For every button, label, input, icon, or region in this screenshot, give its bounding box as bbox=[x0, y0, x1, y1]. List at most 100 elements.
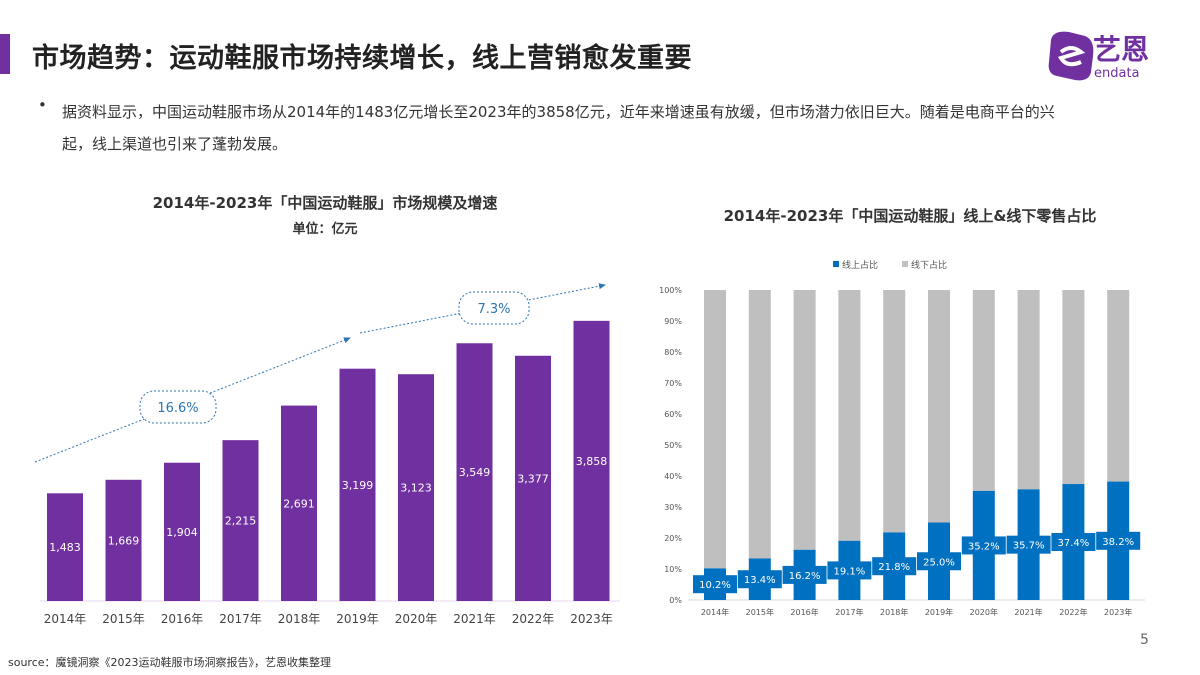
data-label: 38.2% bbox=[1102, 537, 1134, 548]
x-tick-label: 2020年 bbox=[970, 607, 998, 617]
x-tick-label: 2018年 bbox=[880, 607, 908, 617]
growth-rate-label: 7.3% bbox=[477, 302, 510, 317]
data-label: 3,123 bbox=[400, 482, 432, 495]
bar-offline-2021年 bbox=[1017, 290, 1040, 490]
logo-icon bbox=[1048, 31, 1094, 81]
y-tick-label: 80% bbox=[664, 348, 682, 357]
y-tick-label: 60% bbox=[664, 410, 682, 419]
legend-swatch bbox=[833, 261, 839, 267]
bar-offline-2022年 bbox=[1062, 290, 1085, 485]
data-label: 21.8% bbox=[878, 562, 910, 573]
data-label: 19.1% bbox=[834, 566, 866, 577]
x-tick-label: 2020年 bbox=[395, 612, 438, 626]
x-tick-label: 2021年 bbox=[453, 612, 496, 626]
bar-offline-2023年 bbox=[1107, 290, 1130, 482]
data-label-box bbox=[737, 570, 782, 589]
x-tick-label: 2018年 bbox=[278, 612, 321, 626]
data-label: 35.2% bbox=[968, 541, 1000, 552]
data-label-box bbox=[961, 536, 1006, 555]
logo-text: 艺恩 bbox=[1093, 33, 1150, 66]
data-label: 10.2% bbox=[699, 580, 731, 591]
data-label: 3,549 bbox=[459, 466, 491, 479]
title-accent-bar bbox=[0, 34, 10, 74]
logo-subtext: endata bbox=[1094, 66, 1140, 81]
page-title: 市场趋势：运动鞋服市场持续增长，线上营销愈发重要 bbox=[32, 43, 692, 74]
bar-2022年 bbox=[515, 355, 551, 601]
data-label: 3,858 bbox=[576, 455, 608, 468]
bar-offline-2016年 bbox=[793, 290, 816, 550]
bar-2014年 bbox=[47, 493, 83, 601]
data-label-box bbox=[917, 552, 961, 571]
data-label-box bbox=[693, 575, 737, 594]
x-tick-label: 2017年 bbox=[835, 607, 863, 617]
x-tick-label: 2016年 bbox=[790, 607, 818, 617]
bar-2016年 bbox=[164, 462, 200, 601]
legend-label: 线下占比 bbox=[911, 259, 947, 271]
bar-offline-2014年 bbox=[704, 290, 726, 569]
x-tick-label: 2014年 bbox=[701, 607, 729, 617]
bar-2015年 bbox=[105, 479, 142, 601]
bar-2019年 bbox=[339, 368, 376, 601]
data-label: 1,483 bbox=[49, 541, 81, 554]
data-label: 35.7% bbox=[1013, 541, 1045, 552]
x-tick-label: 2016年 bbox=[161, 612, 204, 626]
page-number: 5 bbox=[1140, 632, 1149, 648]
bar-offline-2020年 bbox=[972, 290, 995, 491]
y-tick-label: 100% bbox=[659, 286, 682, 295]
data-label-box bbox=[872, 557, 917, 576]
x-tick-label: 2021年 bbox=[1014, 607, 1042, 617]
data-label: 1,669 bbox=[108, 534, 140, 547]
y-tick-label: 0% bbox=[669, 596, 682, 605]
growth-rate-bubble bbox=[458, 291, 530, 325]
data-label-box bbox=[1096, 531, 1141, 550]
left-chart-title: 2014年-2023年「中国运动鞋服」市场规模及增速 bbox=[152, 194, 498, 212]
x-tick-label: 2014年 bbox=[44, 612, 87, 626]
bar-offline-2015年 bbox=[748, 290, 771, 559]
x-tick-label: 2019年 bbox=[925, 607, 953, 617]
x-tick-label: 2019年 bbox=[336, 612, 379, 626]
bar-2023年 bbox=[573, 320, 610, 601]
y-tick-label: 50% bbox=[664, 441, 682, 450]
x-tick-label: 2022年 bbox=[512, 612, 555, 626]
growth-rate-label: 16.6% bbox=[157, 401, 198, 416]
data-label: 2,215 bbox=[225, 515, 257, 528]
legend-swatch bbox=[902, 261, 908, 267]
y-tick-label: 20% bbox=[664, 534, 682, 543]
bar-2020年 bbox=[398, 374, 434, 601]
bar-offline-2017年 bbox=[838, 290, 861, 541]
bullet-text: 据资料显示，中国运动鞋服市场从2014年的1483亿元增长至2023年的3858… bbox=[62, 103, 1055, 153]
online-offline-share-chart: 线上占比 线下占比 0% 10% 20% 30% 40% 50% 60% 70% 80% 90% 100… bbox=[659, 259, 1145, 617]
data-label: 3,377 bbox=[517, 472, 549, 485]
y-tick-label: 10% bbox=[664, 565, 682, 574]
y-tick-label: 40% bbox=[664, 472, 682, 481]
bar-2018年 bbox=[281, 405, 317, 601]
bar-2017年 bbox=[222, 440, 259, 601]
y-tick-label: 90% bbox=[664, 317, 682, 326]
data-label: 1,904 bbox=[166, 526, 198, 539]
data-label: 3,199 bbox=[342, 479, 374, 492]
data-label-box bbox=[1006, 535, 1051, 554]
x-tick-label: 2022年 bbox=[1059, 607, 1087, 617]
data-label-box bbox=[827, 561, 872, 580]
data-label: 16.2% bbox=[789, 571, 821, 582]
x-tick-label: 2023年 bbox=[570, 612, 613, 626]
legend-label: 线上占比 bbox=[842, 259, 878, 271]
data-label: 37.4% bbox=[1058, 538, 1090, 549]
data-label: 13.4% bbox=[744, 575, 776, 586]
data-label: 2,691 bbox=[283, 497, 315, 510]
bullet-marker: • bbox=[38, 96, 47, 114]
left-chart-subtitle: 单位：亿元 bbox=[292, 222, 358, 237]
growth-rate-bubble bbox=[139, 390, 217, 424]
x-tick-label: 2015年 bbox=[102, 612, 145, 626]
data-label-box bbox=[782, 565, 827, 584]
y-tick-label: 70% bbox=[664, 379, 682, 388]
x-tick-label: 2023年 bbox=[1104, 607, 1132, 617]
source-note: source：魔镜洞察《2023运动鞋服市场洞察报告》，艺恩收集整理 bbox=[8, 656, 332, 669]
market-size-chart: 1,483 2014年 1,669 2015年 1,904 2016年 2,215 2017年… bbox=[34, 283, 620, 626]
bar-2021年 bbox=[456, 343, 493, 601]
right-chart-title: 2014年-2023年「中国运动鞋服」线上&线下零售占比 bbox=[723, 207, 1097, 225]
bar-offline-2018年 bbox=[883, 290, 906, 533]
x-tick-label: 2017年 bbox=[219, 612, 262, 626]
bar-offline-2019年 bbox=[928, 290, 950, 523]
data-label-box bbox=[1051, 533, 1096, 552]
